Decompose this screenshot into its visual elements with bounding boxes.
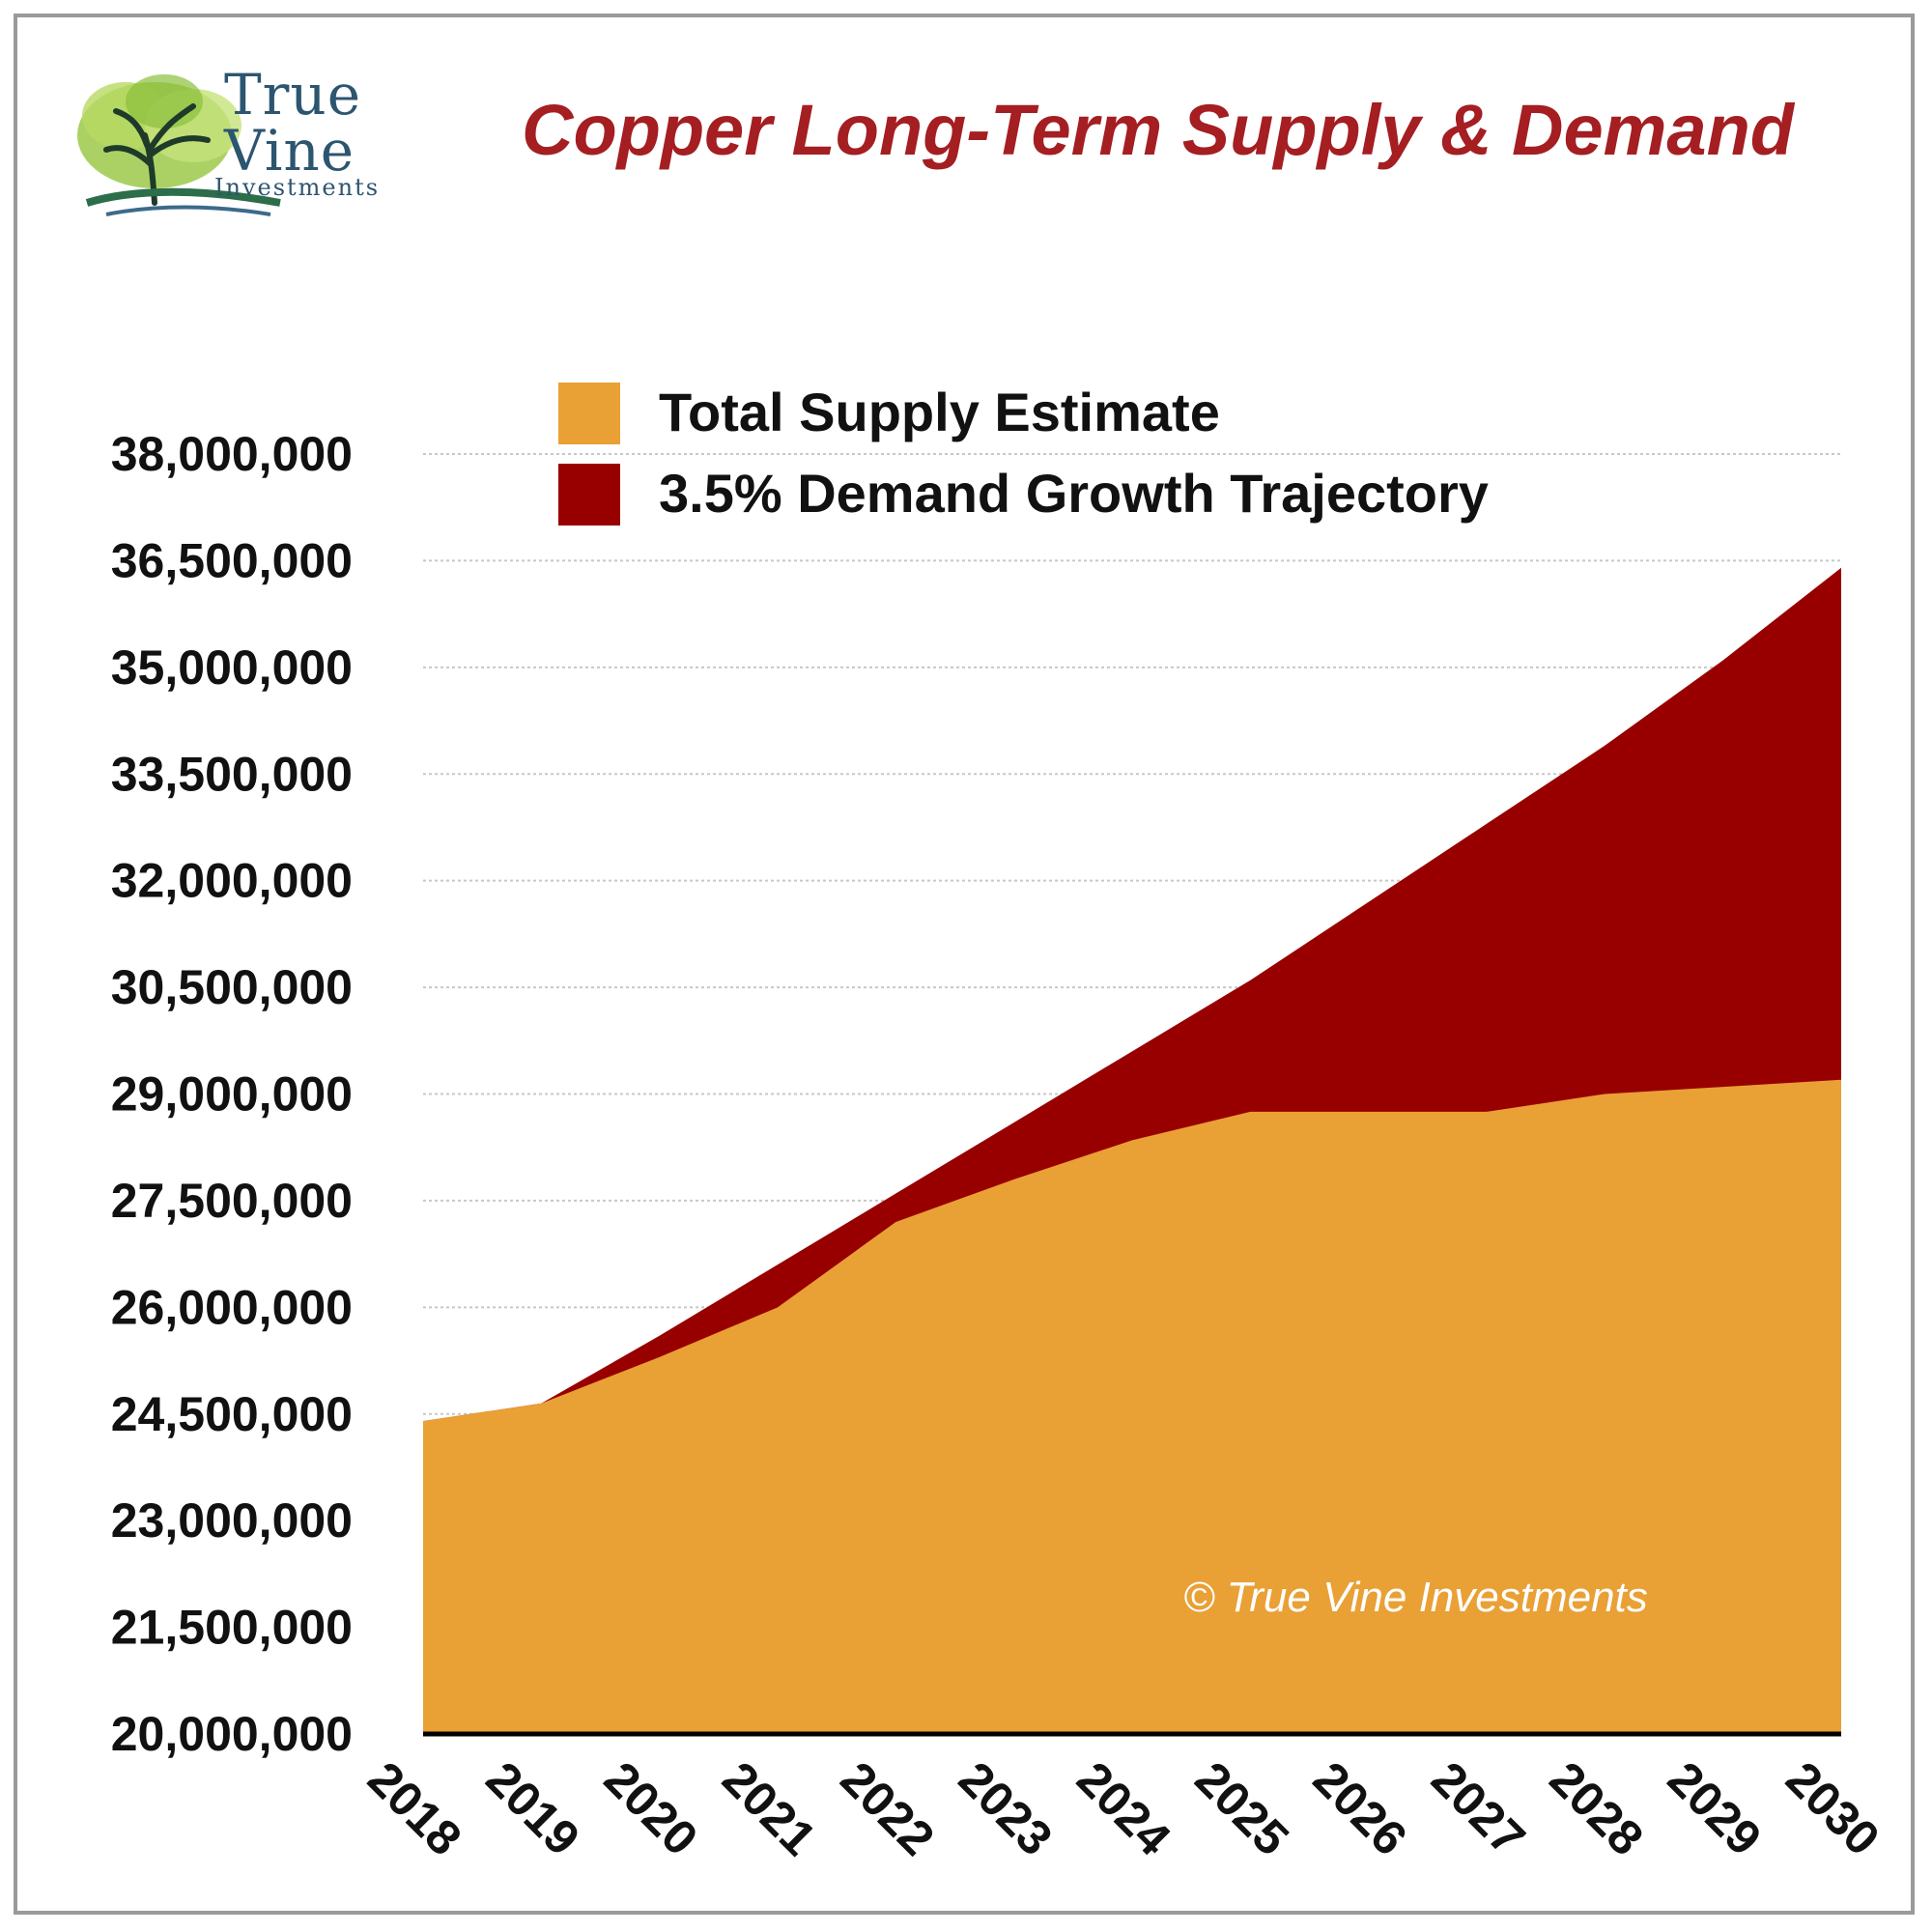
chart-title: Copper Long-Term Supply & Demand (522, 90, 1794, 170)
y-tick-label: 24,500,000 (111, 1387, 353, 1441)
x-tick-label: 2028 (1540, 1751, 1654, 1865)
x-tick-label: 2030 (1776, 1751, 1889, 1865)
x-tick-label: 2020 (594, 1751, 708, 1865)
y-tick-label: 20,000,000 (111, 1707, 353, 1761)
x-tick-label: 2025 (1185, 1751, 1299, 1865)
x-tick-label: 2029 (1658, 1751, 1772, 1865)
legend-label: Total Supply Estimate (659, 382, 1220, 442)
y-tick-label: 27,500,000 (111, 1174, 353, 1228)
y-tick-label: 26,000,000 (111, 1280, 353, 1334)
y-tick-label: 30,500,000 (111, 960, 353, 1014)
x-tick-label: 2019 (476, 1751, 590, 1865)
logo-line-vine: Vine (224, 118, 355, 184)
x-tick-label: 2026 (1303, 1751, 1417, 1865)
x-tick-labels: 2018 2019 2020 2021 2022 2023 2024 2025 2026 2027… (357, 1751, 1889, 1865)
y-tick-label: 21,500,000 (111, 1601, 353, 1655)
y-tick-label: 32,000,000 (111, 854, 353, 908)
x-tick-label: 2023 (949, 1751, 1063, 1865)
legend-label: 3.5% Demand Growth Trajectory (659, 463, 1489, 524)
x-tick-label: 2021 (712, 1751, 826, 1865)
x-tick-label: 2022 (831, 1751, 945, 1865)
y-tick-label: 33,500,000 (111, 747, 353, 801)
logo-line-true: True (224, 62, 362, 128)
x-tick-label: 2018 (357, 1751, 471, 1865)
brand-logo (58, 58, 406, 232)
series-areas (423, 567, 1841, 1734)
chart-frame (14, 14, 1915, 1915)
copyright-watermark: © True Vine Investments (1183, 1574, 1648, 1621)
y-tick-label: 36,500,000 (111, 533, 353, 587)
y-tick-label: 29,000,000 (111, 1067, 353, 1122)
y-tick-labels: 20,000,000 21,500,000 23,000,000 24,500,000… (111, 427, 353, 1761)
y-tick-label: 23,000,000 (111, 1493, 353, 1548)
y-tick-label: 35,000,000 (111, 640, 353, 695)
y-tick-label: 38,000,000 (111, 427, 353, 481)
legend: Total Supply Estimate 3.5% Demand Growth … (558, 382, 1489, 526)
legend-swatch (558, 464, 620, 526)
tree-logo-icon (77, 74, 281, 216)
logo-line-investments: Investments (214, 174, 381, 201)
legend-swatch (558, 383, 620, 444)
x-tick-label: 2024 (1066, 1751, 1180, 1865)
x-tick-label: 2027 (1421, 1751, 1535, 1865)
supply-area (423, 1079, 1841, 1734)
